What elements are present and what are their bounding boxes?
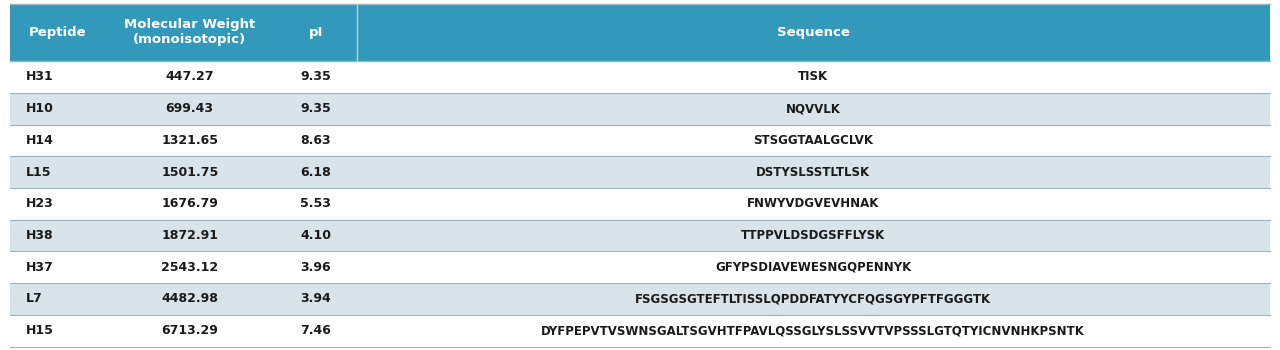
Bar: [10, 156, 1270, 188]
Bar: [10, 4, 105, 61]
Text: H10: H10: [26, 102, 54, 115]
Text: 5.53: 5.53: [301, 197, 332, 210]
Text: DYFPEPVTVSWNSGALTSGVHTFPAVLQSSGLYSLSSVVTVPSSSLGTQTYICNVNHKPSNTK: DYFPEPVTVSWNSGALTSGVHTFPAVLQSSGLYSLSSVVT…: [541, 324, 1085, 337]
Text: 4.10: 4.10: [301, 229, 332, 242]
Text: 3.94: 3.94: [301, 293, 332, 306]
Bar: [10, 61, 1270, 93]
Bar: [357, 4, 1270, 61]
Text: STSGGTAALGCLVK: STSGGTAALGCLVK: [753, 134, 873, 147]
Text: pI: pI: [308, 26, 323, 39]
Bar: [10, 283, 1270, 315]
Bar: [105, 4, 275, 61]
Text: 1321.65: 1321.65: [161, 134, 218, 147]
Text: 9.35: 9.35: [301, 102, 332, 115]
Text: H14: H14: [26, 134, 54, 147]
Text: 1676.79: 1676.79: [161, 197, 218, 210]
Bar: [10, 93, 1270, 125]
Text: 699.43: 699.43: [165, 102, 214, 115]
Text: DSTYSLSSTLTLSK: DSTYSLSSTLTLSK: [756, 166, 870, 178]
Text: NQVVLK: NQVVLK: [786, 102, 841, 115]
Text: 2543.12: 2543.12: [161, 261, 219, 274]
Text: H31: H31: [26, 70, 54, 84]
Text: 8.63: 8.63: [301, 134, 332, 147]
Text: H37: H37: [26, 261, 54, 274]
Text: L15: L15: [26, 166, 51, 178]
Text: 7.46: 7.46: [301, 324, 332, 337]
Text: 1872.91: 1872.91: [161, 229, 218, 242]
Text: GFYPSDIAVEWESNGQPENNYK: GFYPSDIAVEWESNGQPENNYK: [716, 261, 911, 274]
Bar: [10, 188, 1270, 220]
Text: H38: H38: [26, 229, 54, 242]
Text: 6.18: 6.18: [301, 166, 332, 178]
Bar: [10, 315, 1270, 346]
Text: H23: H23: [26, 197, 54, 210]
Text: 9.35: 9.35: [301, 70, 332, 84]
Text: 3.96: 3.96: [301, 261, 332, 274]
Text: Molecular Weight
(monoisotopic): Molecular Weight (monoisotopic): [124, 18, 255, 46]
Bar: [275, 4, 357, 61]
Text: TISK: TISK: [799, 70, 828, 84]
Text: FNWYVDGVEVHNAK: FNWYVDGVEVHNAK: [748, 197, 879, 210]
Bar: [10, 251, 1270, 283]
Bar: [10, 220, 1270, 251]
Text: TTPPVLDSDGSFFLYSK: TTPPVLDSDGSFFLYSK: [741, 229, 886, 242]
Text: 1501.75: 1501.75: [161, 166, 219, 178]
Bar: [10, 125, 1270, 156]
Text: H15: H15: [26, 324, 54, 337]
Text: 6713.29: 6713.29: [161, 324, 218, 337]
Text: Peptide: Peptide: [28, 26, 86, 39]
Text: Sequence: Sequence: [777, 26, 850, 39]
Text: 447.27: 447.27: [165, 70, 214, 84]
Text: 4482.98: 4482.98: [161, 293, 218, 306]
Text: FSGSGSGTEFTLTISSLQPDDFATYYCFQGSGYPFTFGGGTK: FSGSGSGTEFTLTISSLQPDDFATYYCFQGSGYPFTFGGG…: [635, 293, 991, 306]
Text: L7: L7: [26, 293, 42, 306]
